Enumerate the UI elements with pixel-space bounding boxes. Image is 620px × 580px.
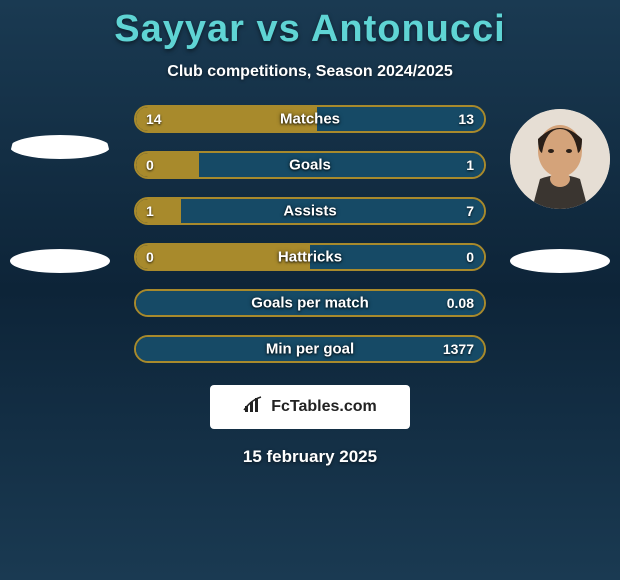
stat-value-right: 7 [466, 203, 474, 219]
stat-value-left: 1 [146, 203, 154, 219]
stat-value-right: 1 [466, 157, 474, 173]
stat-label: Assists [136, 203, 484, 220]
player-left-column [10, 109, 110, 273]
stat-label: Matches [136, 111, 484, 128]
stat-value-right: 13 [458, 111, 474, 127]
player-left-avatar [10, 109, 110, 209]
stat-bar: Matches14 13 [134, 105, 486, 133]
stat-bar: Goals0 1 [134, 151, 486, 179]
avatar-placeholder-icon [10, 135, 110, 159]
player-right-team-badge [510, 249, 610, 273]
subtitle: Club competitions, Season 2024/2025 [0, 63, 620, 81]
stats-bars: Matches1413Goals01Assists17Hattricks00Go… [134, 105, 486, 363]
stat-value-right: 1377 [443, 341, 474, 357]
stat-label: Goals [136, 157, 484, 174]
stat-value-left: 14 [146, 111, 162, 127]
player-left-team-badge [10, 249, 110, 273]
stat-label: Min per goal [136, 341, 484, 358]
page-title: Sayyar vs Antonucci [0, 0, 620, 51]
stat-value-left: 0 [146, 157, 154, 173]
chart-icon [243, 396, 265, 419]
date-label: 15 february 2025 [0, 447, 620, 467]
stat-value-right: 0 [466, 249, 474, 265]
stat-label: Goals per match [136, 295, 484, 312]
player-right-avatar [510, 109, 610, 209]
stat-bar: Hattricks0 0 [134, 243, 486, 271]
stat-bar: Min per goal1377 [134, 335, 486, 363]
stat-label: Hattricks [136, 249, 484, 266]
stat-value-left: 0 [146, 249, 154, 265]
stat-bar: Assists1 7 [134, 197, 486, 225]
source-label: FcTables.com [271, 398, 377, 416]
source-badge[interactable]: FcTables.com [210, 385, 410, 429]
stat-bar: Goals per match0.08 [134, 289, 486, 317]
stat-value-right: 0.08 [447, 295, 474, 311]
comparison-panel: Matches1413Goals01Assists17Hattricks00Go… [0, 105, 620, 363]
player-right-column [510, 109, 610, 273]
